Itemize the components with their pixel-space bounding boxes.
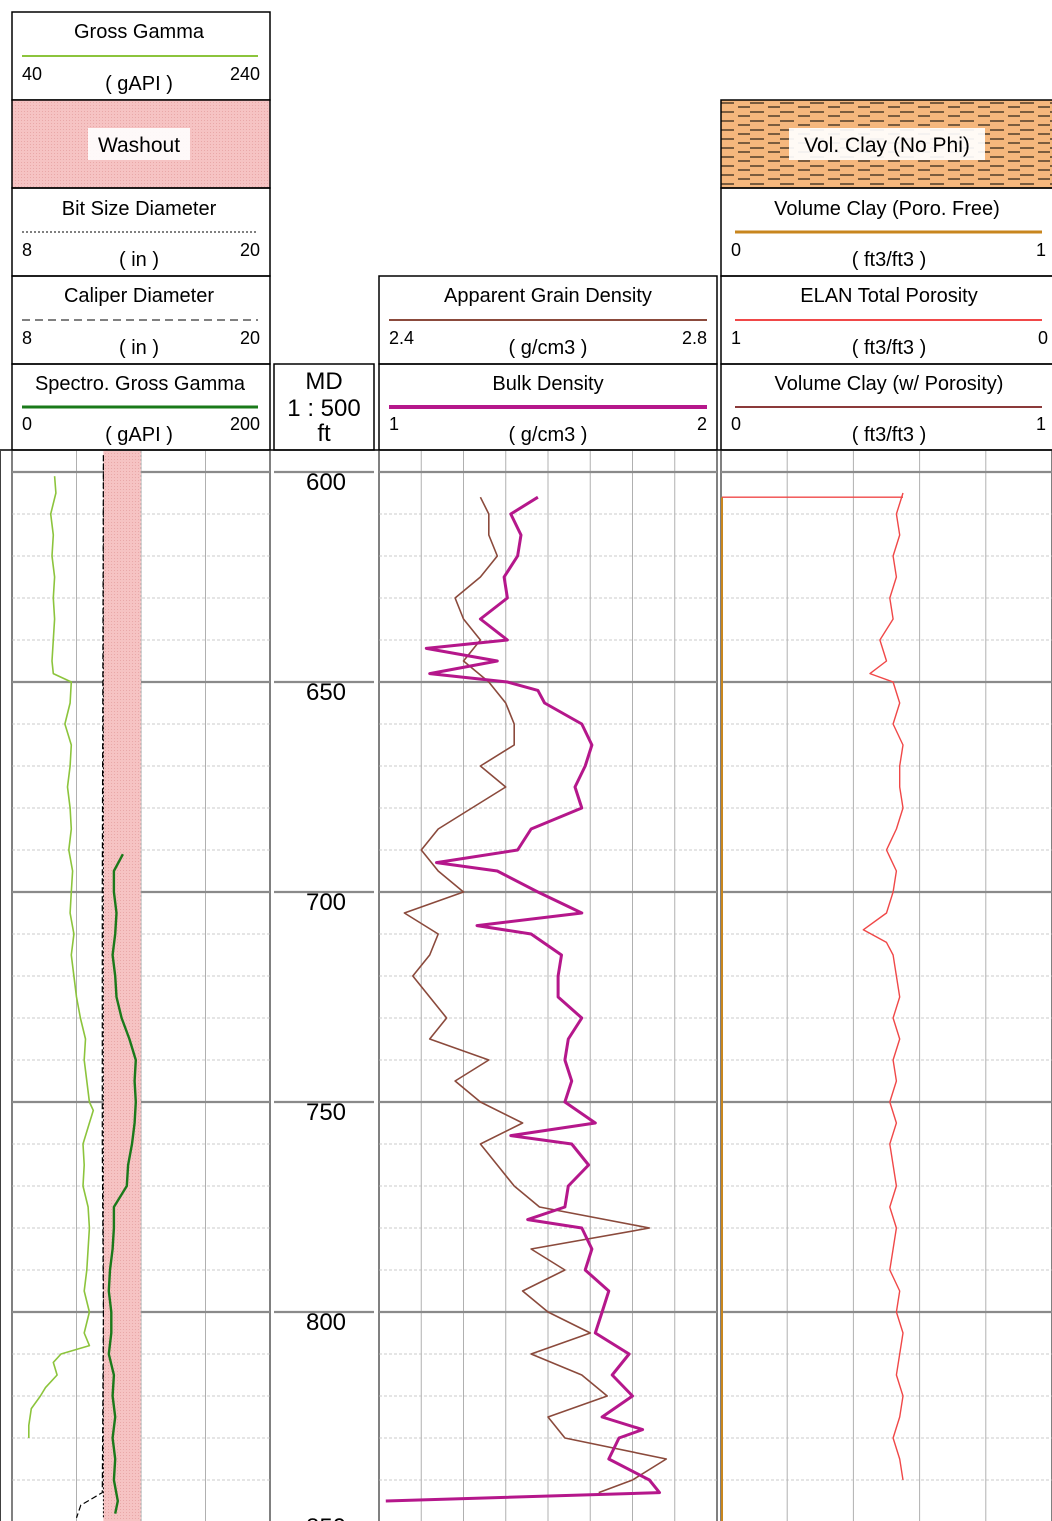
depth-labels: 600 650 700 750 800 850 <box>306 469 346 1521</box>
bulk-density-min: 1 <box>389 414 399 434</box>
depth-tick-label: 800 <box>306 1309 346 1336</box>
elan-porosity-unit: ( ft3/ft3 ) <box>852 337 926 359</box>
depth-header: MD 1 : 500 ft <box>273 363 375 451</box>
bulk-density-max: 2 <box>697 414 707 434</box>
gross-gamma-unit: ( gAPI ) <box>105 73 173 95</box>
spectro-gamma-max: 200 <box>230 414 260 434</box>
bulk-density-title: Bulk Density <box>492 373 603 395</box>
bulk-density-curve <box>385 495 661 1503</box>
depth-tick-label: 650 <box>306 679 346 706</box>
gross-gamma-title: Gross Gamma <box>74 21 205 43</box>
gross-gamma-curve <box>28 476 95 1438</box>
vol-clay-w-porosity-max: 1 <box>1036 414 1046 434</box>
gross-gamma-max: 240 <box>230 64 260 84</box>
vol-clay-poro-free-min: 0 <box>731 240 741 260</box>
curves <box>28 455 904 1518</box>
depth-tick-label: 700 <box>306 889 346 916</box>
track1-header: Gross Gamma 40 ( gAPI ) 240 Washout Bit … <box>11 11 271 451</box>
grain-density-min: 2.4 <box>389 328 414 348</box>
bit-size-unit: ( in ) <box>119 249 159 271</box>
bulk-density-unit: ( g/cm3 ) <box>509 424 588 446</box>
elan-porosity-title: ELAN Total Porosity <box>800 285 978 307</box>
apparent-grain-density-curve <box>403 496 668 1494</box>
vol-clay-poro-free-unit: ( ft3/ft3 ) <box>852 249 926 271</box>
depth-label: MD <box>305 368 342 395</box>
caliper-unit: ( in ) <box>119 337 159 359</box>
elan-porosity-min: 1 <box>731 328 741 348</box>
grid <box>0 451 1052 1521</box>
depth-scale: 1 : 500 <box>287 395 360 422</box>
vol-clay-w-porosity-unit: ( ft3/ft3 ) <box>852 424 926 446</box>
grain-density-unit: ( g/cm3 ) <box>509 337 588 359</box>
caliper-max: 20 <box>240 328 260 348</box>
grain-density-title: Apparent Grain Density <box>444 285 652 307</box>
washout-title: Washout <box>98 134 180 157</box>
caliper-title: Caliper Diameter <box>64 285 214 307</box>
bit-size-title: Bit Size Diameter <box>62 198 217 220</box>
bit-size-min: 8 <box>22 240 32 260</box>
spectro-gamma-title: Spectro. Gross Gamma <box>35 373 246 395</box>
track2-header: Apparent Grain Density 2.4 ( g/cm3 ) 2.8… <box>378 275 718 451</box>
spectro-gross-gamma-curve <box>107 853 137 1514</box>
grain-density-max: 2.8 <box>682 328 707 348</box>
fills <box>103 451 723 1521</box>
depth-tick-label: 750 <box>306 1099 346 1126</box>
bit-size-max: 20 <box>240 240 260 260</box>
vol-clay-no-phi-title: Vol. Clay (No Phi) <box>804 134 970 157</box>
gross-gamma-min: 40 <box>22 64 42 84</box>
caliper-min: 8 <box>22 328 32 348</box>
depth-unit: ft <box>317 420 331 447</box>
spectro-gamma-min: 0 <box>22 414 32 434</box>
spectro-gamma-unit: ( gAPI ) <box>105 424 173 446</box>
elan-porosity-max: 0 <box>1038 328 1048 348</box>
elan-total-porosity-curve <box>862 492 904 1481</box>
vol-clay-w-porosity-title: Volume Clay (w/ Porosity) <box>775 373 1004 395</box>
vol-clay-poro-free-title: Volume Clay (Poro. Free) <box>774 198 1000 220</box>
vol-clay-w-porosity-min: 0 <box>731 414 741 434</box>
depth-tick-label-cut: 850 <box>306 1514 346 1521</box>
washout-fill <box>103 451 141 1521</box>
track3-header: Vol. Clay (No Phi) Volume Clay (Poro. Fr… <box>720 99 1052 451</box>
depth-tick-label: 600 <box>306 469 346 496</box>
caliper-diameter-curve <box>75 455 104 1518</box>
vol-clay-poro-free-max: 1 <box>1036 240 1046 260</box>
